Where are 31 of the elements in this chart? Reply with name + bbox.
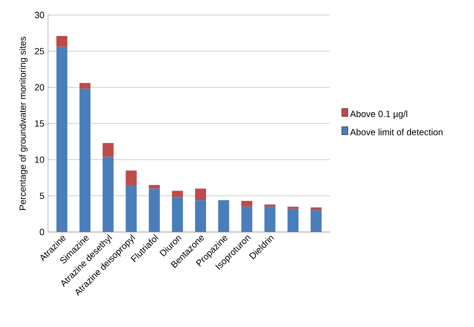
legend-label: Above 0.1 µg/l xyxy=(350,110,408,119)
bar xyxy=(79,88,90,232)
y-tick-label: 10 xyxy=(35,156,44,163)
y-tick-label: 25 xyxy=(34,48,44,54)
bar xyxy=(195,188,206,200)
y-tick-label: 0 xyxy=(40,228,44,236)
bar xyxy=(56,46,68,232)
bar xyxy=(126,170,137,185)
y-tick-label: 15 xyxy=(35,120,44,127)
bar xyxy=(310,210,322,232)
bar xyxy=(310,207,322,210)
y-tick-label: 5 xyxy=(40,192,44,199)
bar xyxy=(218,200,230,232)
bar xyxy=(264,206,276,232)
y-tick-label: 30 xyxy=(34,12,44,18)
y-axis-title: Percentage of groundwater monitoring sites xyxy=(19,36,28,210)
y-tick-label: 20 xyxy=(34,84,44,91)
bar xyxy=(148,188,160,232)
bar xyxy=(126,184,137,232)
bar xyxy=(241,206,252,232)
bar xyxy=(172,197,183,232)
legend-label: Above limit of detection xyxy=(350,128,443,136)
bar xyxy=(56,36,68,47)
bar xyxy=(148,184,160,189)
bar xyxy=(79,82,90,89)
bar xyxy=(102,143,114,157)
bar xyxy=(241,200,252,207)
bar xyxy=(288,208,299,232)
bar xyxy=(102,156,114,232)
bar xyxy=(195,200,206,232)
bar xyxy=(172,190,183,198)
